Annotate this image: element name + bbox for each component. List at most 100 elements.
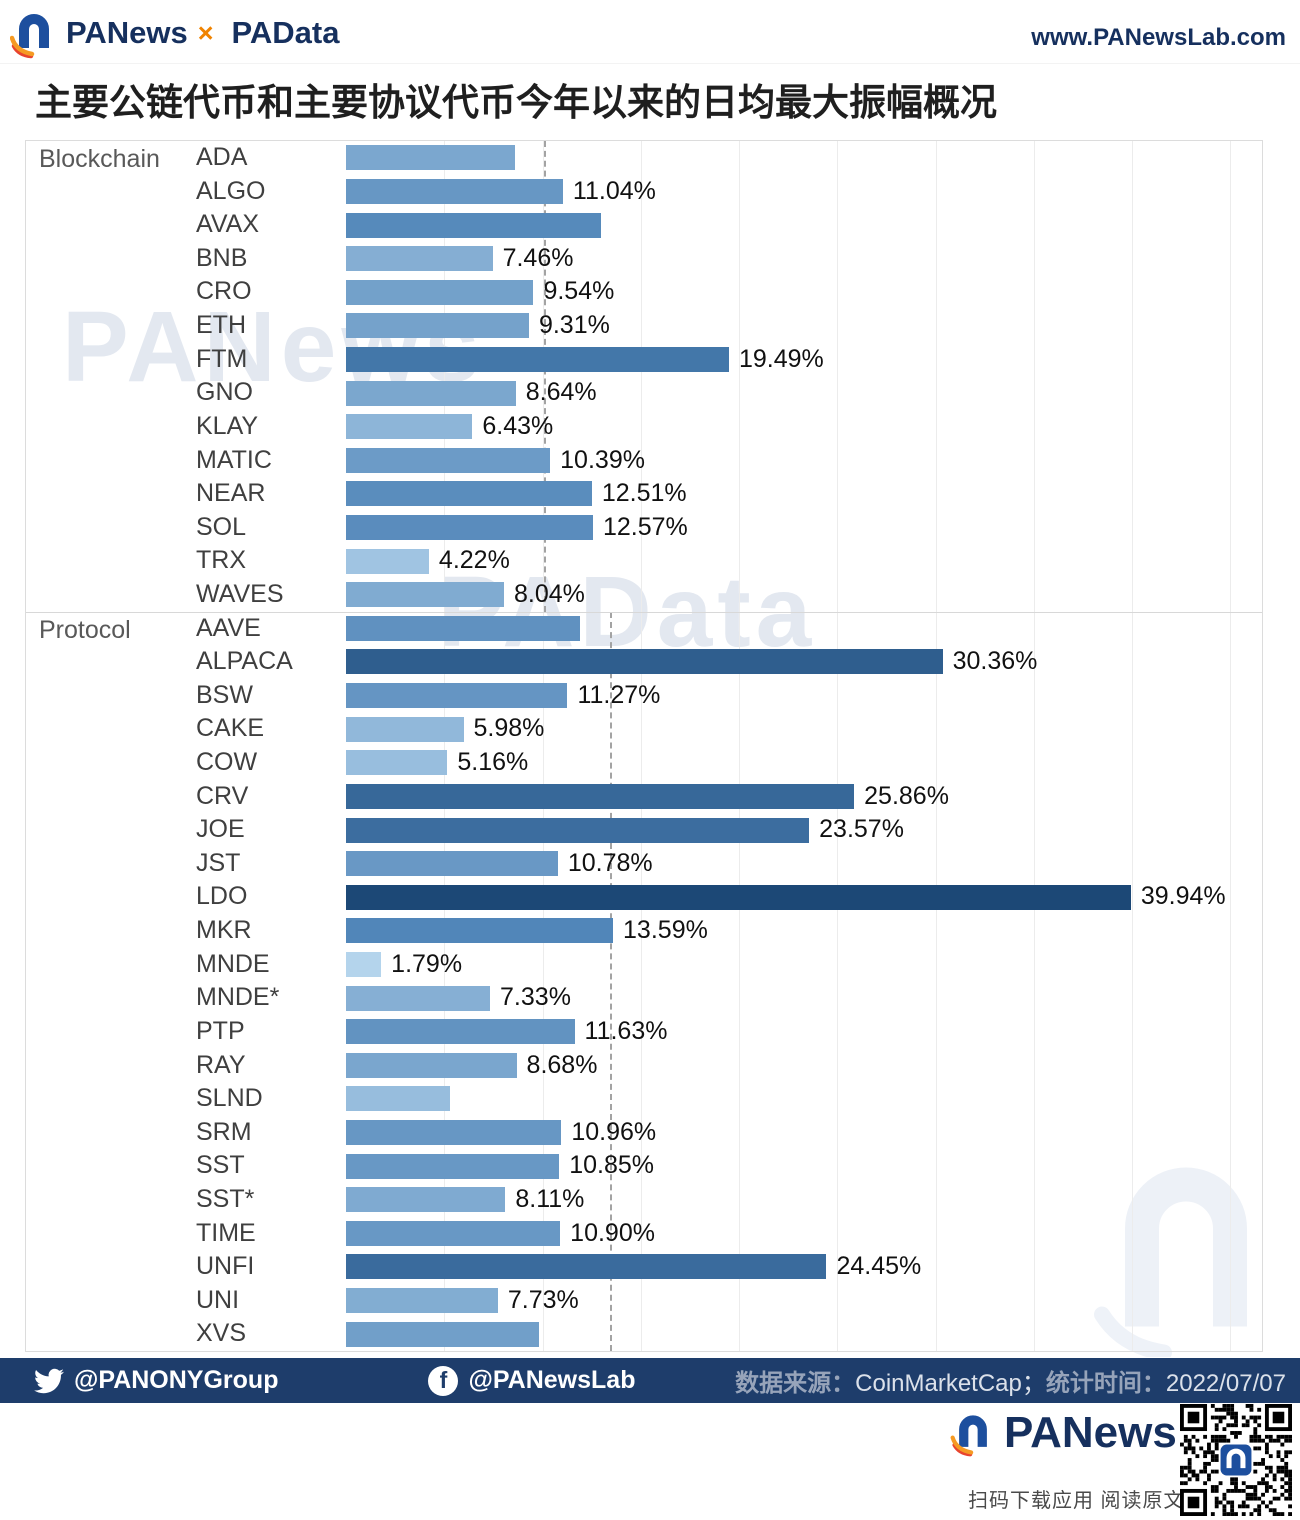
token-label-JST: JST bbox=[196, 848, 241, 877]
bar-CAKE bbox=[346, 716, 464, 742]
value-label-CRO: 9.54% bbox=[543, 277, 615, 306]
value-label-GNO: 8.64% bbox=[525, 378, 597, 407]
value-label-KLAY: 6.43% bbox=[482, 411, 554, 440]
token-label-CRV: CRV bbox=[196, 781, 249, 810]
facebook-handle[interactable]: @PANewsLab bbox=[468, 1366, 636, 1394]
token-label-TRX: TRX bbox=[196, 546, 246, 575]
token-label-JOE: JOE bbox=[196, 815, 245, 844]
bar-SOL bbox=[346, 515, 593, 541]
time-label: 统计时间： bbox=[1045, 1370, 1166, 1397]
qr-code bbox=[1180, 1404, 1292, 1516]
value-label-SRM: 10.96% bbox=[571, 1117, 657, 1146]
bar-JOE bbox=[346, 817, 810, 843]
token-label-BNB: BNB bbox=[196, 243, 248, 272]
bar-PTP bbox=[346, 1019, 575, 1045]
value-label-RAY: 8.68% bbox=[526, 1050, 598, 1079]
token-label-UNFI: UNFI bbox=[196, 1252, 255, 1281]
twitter-icon bbox=[34, 1368, 64, 1393]
twitter-handle-group[interactable]: @PANONYGroup bbox=[34, 1366, 278, 1396]
value-label-FTM: 19.49% bbox=[738, 344, 824, 373]
token-label-UNI: UNI bbox=[196, 1285, 240, 1314]
average-line-blockchain bbox=[544, 141, 547, 612]
bar-CRO bbox=[346, 279, 534, 305]
gridline bbox=[739, 141, 740, 1351]
token-label-TIME: TIME bbox=[196, 1218, 256, 1247]
bar-COW bbox=[346, 750, 448, 776]
token-label-CAKE: CAKE bbox=[196, 714, 265, 743]
value-label-UNFI: 24.45% bbox=[836, 1252, 922, 1281]
token-label-MNDE*: MNDE* bbox=[196, 983, 280, 1012]
bar-ALPACA bbox=[346, 649, 943, 675]
bar-BNB bbox=[346, 246, 493, 272]
token-label-AAVE: AAVE bbox=[196, 613, 261, 642]
group-label-blockchain: Blockchain bbox=[39, 145, 160, 173]
value-label-BSW: 11.27% bbox=[577, 680, 661, 709]
token-label-XVS: XVS bbox=[196, 1319, 247, 1348]
token-label-FTM: FTM bbox=[196, 344, 248, 373]
footer-bar: @PANONYGroup f @PANewsLab 数据来源：CoinMarke… bbox=[0, 1358, 1300, 1403]
token-label-ALGO: ALGO bbox=[196, 176, 266, 205]
twitter-handle[interactable]: @PANONYGroup bbox=[74, 1366, 279, 1394]
token-label-RAY: RAY bbox=[196, 1050, 246, 1079]
bar-FTM bbox=[346, 346, 729, 372]
bar-SRM bbox=[346, 1120, 562, 1146]
bar-RAY bbox=[346, 1052, 517, 1078]
brand-primary: PANews bbox=[66, 15, 188, 50]
value-label-SST: 10.85% bbox=[569, 1151, 654, 1180]
value-label-ALGO: 11.04% bbox=[572, 176, 656, 205]
bar-AAVE bbox=[346, 615, 580, 641]
data-source: 数据来源：CoinMarketCap；统计时间：2022/07/07 bbox=[735, 1363, 1286, 1398]
value-label-MKR: 13.59% bbox=[623, 916, 708, 945]
bar-ETH bbox=[346, 313, 529, 339]
brand-separator: × bbox=[197, 17, 214, 48]
value-label-COW: 5.16% bbox=[457, 748, 529, 776]
token-label-ETH: ETH bbox=[196, 311, 246, 340]
gridline bbox=[640, 141, 642, 1351]
bar-chart: Blockchain ADA ALGO 11.04% AVAX BNB 7.46% CRO 9.… bbox=[25, 140, 1263, 1352]
bar-JST bbox=[346, 851, 558, 877]
token-label-LDO: LDO bbox=[196, 882, 248, 911]
value-label-NEAR: 12.51% bbox=[601, 479, 687, 508]
value-label-MATIC: 10.39% bbox=[560, 445, 645, 474]
value-label-MNDE: 1.79% bbox=[391, 949, 463, 978]
bar-KLAY bbox=[346, 414, 473, 440]
bar-LDO bbox=[346, 884, 1131, 910]
value-label-UNI: 7.73% bbox=[507, 1285, 579, 1314]
bottom-brand-name: PANews bbox=[1004, 1408, 1177, 1457]
brand-secondary: PAData bbox=[231, 15, 340, 50]
brand-logo: PANews × PAData bbox=[10, 6, 340, 60]
gridline bbox=[1132, 141, 1133, 1351]
source-label: 数据来源： bbox=[735, 1370, 856, 1397]
bar-WAVES bbox=[346, 582, 504, 608]
bar-MNDE bbox=[346, 951, 382, 977]
token-label-SST*: SST* bbox=[196, 1184, 255, 1213]
group-label-protocol: Protocol bbox=[39, 615, 131, 644]
website-link[interactable]: www.PANewsLab.com bbox=[1031, 24, 1286, 51]
bar-XVS bbox=[346, 1321, 539, 1347]
gridline bbox=[1230, 141, 1232, 1351]
value-label-TIME: 10.90% bbox=[570, 1218, 655, 1247]
value-label-SST*: 8.11% bbox=[515, 1184, 585, 1213]
value-label-TRX: 4.22% bbox=[438, 546, 510, 575]
token-label-BSW: BSW bbox=[196, 680, 253, 709]
value-label-MNDE*: 7.33% bbox=[500, 983, 571, 1012]
facebook-icon: f bbox=[428, 1365, 459, 1396]
bar-MNDE* bbox=[346, 985, 491, 1011]
token-label-PTP: PTP bbox=[196, 1016, 245, 1045]
gridline bbox=[837, 141, 839, 1351]
value-label-ETH: 9.31% bbox=[538, 311, 610, 340]
average-line-protocol bbox=[610, 611, 613, 1351]
bar-MKR bbox=[346, 918, 614, 944]
token-label-SRM: SRM bbox=[196, 1117, 252, 1146]
bar-SLND bbox=[346, 1086, 451, 1112]
token-label-SST: SST bbox=[196, 1151, 245, 1180]
bar-NEAR bbox=[346, 481, 592, 507]
facebook-handle-group[interactable]: f @PANewsLab bbox=[428, 1365, 636, 1396]
token-label-MATIC: MATIC bbox=[196, 445, 272, 474]
bar-GNO bbox=[346, 380, 516, 406]
gridline bbox=[444, 141, 446, 1351]
bar-SST bbox=[346, 1153, 560, 1179]
bar-UNFI bbox=[346, 1254, 827, 1280]
page-title: 主要公链代币和主要协议代币今年以来的日均最大振幅概况 bbox=[35, 82, 997, 123]
